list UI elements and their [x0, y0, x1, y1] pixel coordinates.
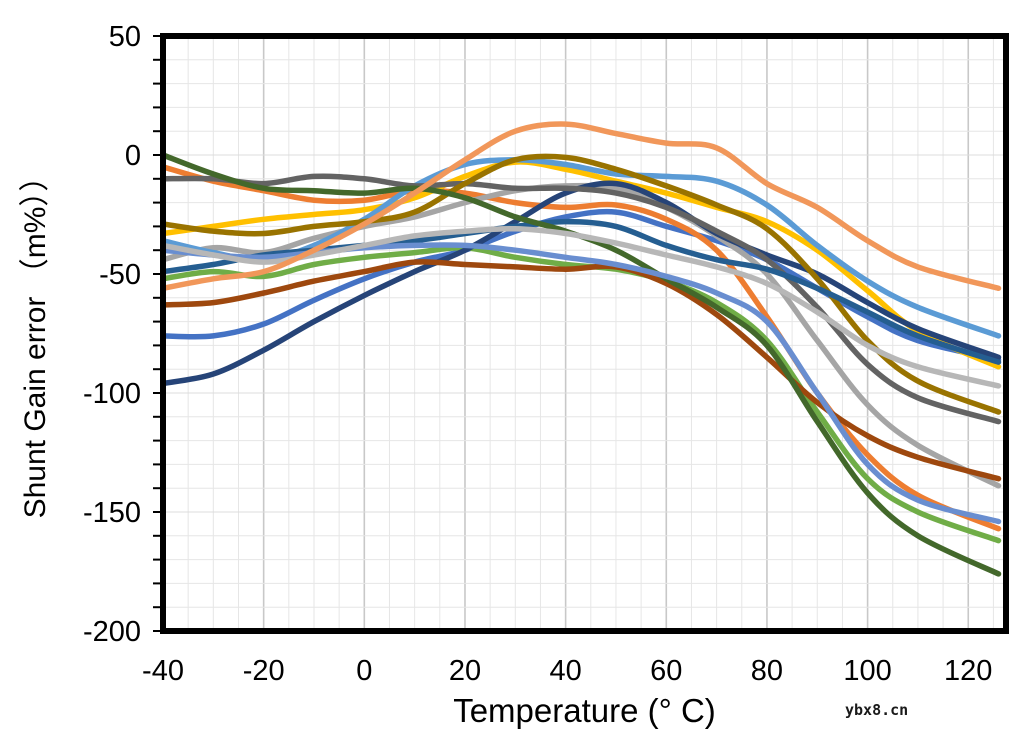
x-tick-label: -20 — [243, 655, 285, 687]
series-02-orange — [163, 164, 1002, 532]
y-tick-label: 0 — [125, 140, 141, 172]
x-tick-label: 120 — [944, 655, 992, 687]
x-tick-label: -40 — [142, 655, 184, 687]
watermark-text: ybx8.cn — [845, 701, 909, 719]
y-axis-title: Shunt Gain error （m%）） — [19, 161, 52, 519]
series-10-olive — [163, 153, 1002, 415]
series-group — [163, 121, 1002, 577]
series-06-green — [163, 244, 1002, 544]
x-axis-title: Temperature (° C) — [453, 692, 716, 729]
series-04-gold — [163, 159, 1002, 370]
y-tick-label: -100 — [83, 378, 141, 410]
series-07-navy — [163, 180, 1002, 387]
y-tick-label: -200 — [83, 616, 141, 648]
y-tick-label: 50 — [109, 21, 141, 53]
series-15-salmon — [163, 121, 1002, 292]
x-tick-label: 100 — [843, 655, 891, 687]
series-08-brown — [163, 259, 1002, 482]
y-tick-label: -150 — [83, 497, 141, 529]
series-09-darkgray — [163, 173, 1002, 425]
x-tick-label: 0 — [356, 655, 372, 687]
y-tick-label: -50 — [99, 259, 141, 291]
plot-border — [160, 33, 1009, 634]
x-tick-label: 60 — [650, 655, 682, 687]
x-tick-label: 40 — [549, 655, 581, 687]
x-tick-label: 80 — [751, 655, 783, 687]
x-tick-label: 20 — [449, 655, 481, 687]
